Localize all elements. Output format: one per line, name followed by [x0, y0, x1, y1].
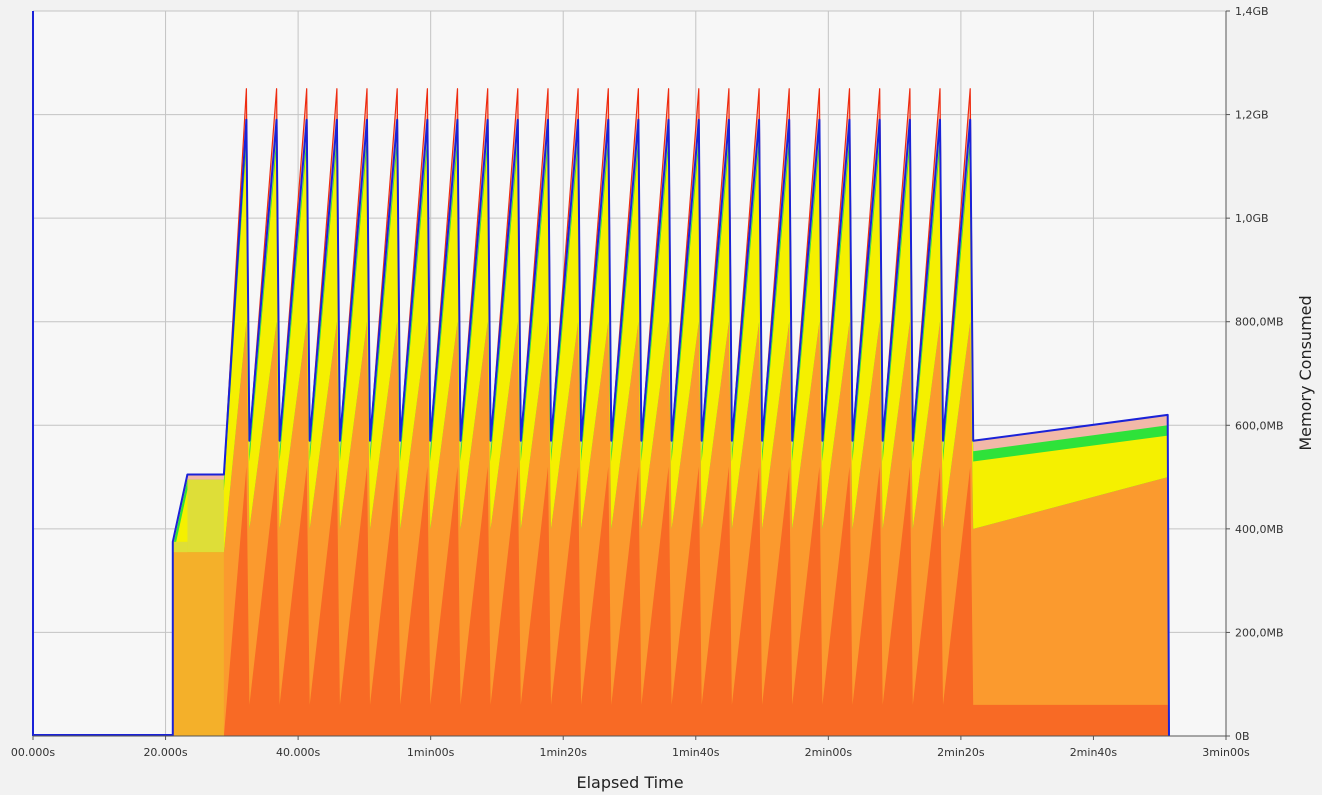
x-tick-label: 20.000s [143, 746, 187, 759]
y-tick-label: 1,2GB [1235, 109, 1269, 122]
y-tick-label: 800,0MB [1235, 316, 1284, 329]
data-lines [32, 11, 1170, 737]
x-tick-label: 1min00s [407, 746, 455, 759]
x-tick-label: 3min00s [1202, 746, 1250, 759]
area-orange-dark [172, 466, 1170, 736]
x-tick-label: 1min40s [672, 746, 720, 759]
x-tick-label: 2min00s [805, 746, 853, 759]
y-tick-label: 400,0MB [1235, 523, 1284, 536]
y-tick-label: 600,0MB [1235, 419, 1284, 432]
startup-block-1 [172, 541, 188, 555]
x-tick-label: 1min20s [539, 746, 587, 759]
y-tick-label: 200,0MB [1235, 626, 1284, 639]
series-total-line [171, 118, 1170, 737]
x-axis-ticks: 00.000s 20.000s 40.000s 1min00s 1min20s 1min4… [11, 736, 1250, 759]
startup-block-2 [187, 479, 224, 553]
x-tick-label: 2min20s [937, 746, 985, 759]
x-tick-label: 2min40s [1070, 746, 1118, 759]
x-axis-title: Elapsed Time [576, 773, 683, 792]
y-tick-label: 1,0GB [1235, 212, 1269, 225]
startup-block-3 [172, 552, 224, 736]
y-tick-label: 1,4GB [1235, 5, 1269, 18]
axes [33, 11, 1227, 737]
y-axis-title: Memory Consumed [1296, 295, 1315, 450]
x-tick-label: 00.000s [11, 746, 55, 759]
y-axis-ticks: 0B 200,0MB 400,0MB 600,0MB 800,0MB 1,0GB 1,2GB… [1226, 5, 1284, 743]
y-tick-label: 0B [1235, 730, 1250, 743]
x-tick-label: 40.000s [276, 746, 320, 759]
